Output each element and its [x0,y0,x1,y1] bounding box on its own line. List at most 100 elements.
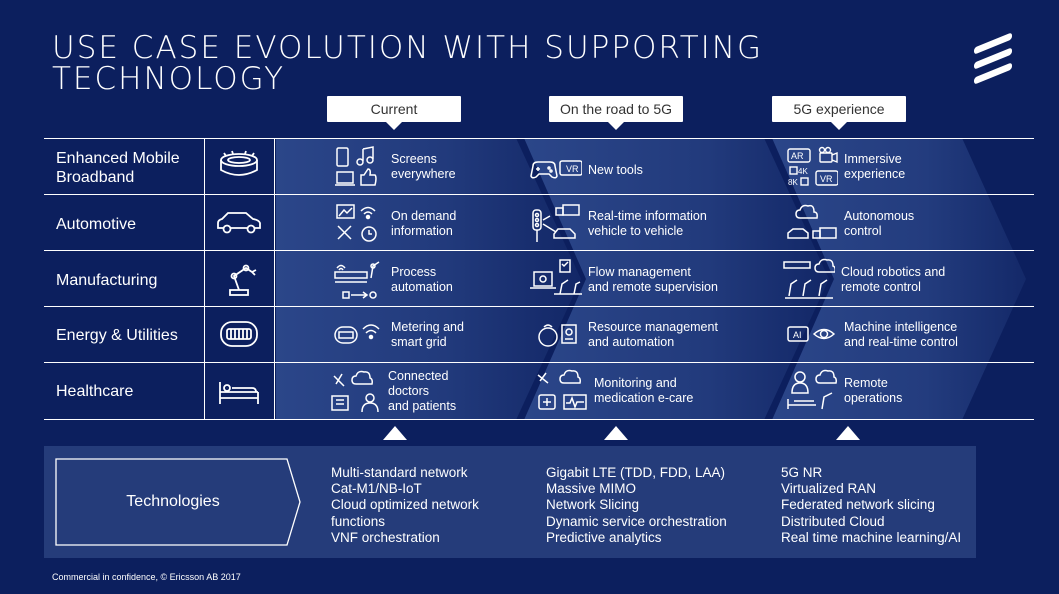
ar-badge: AR [791,151,804,161]
row-label-energy-utilities: Energy & Utilities [56,327,178,344]
tech-item: Cat-M1/NB-IoT [331,481,422,497]
cell-text: Immersive experience [844,152,906,181]
cell-health-5g: Remote operations [786,369,902,413]
phase-label-road-to-5g: On the road to 5G [549,96,683,130]
car-icon [217,212,261,234]
tech-item: Dynamic service orchestration [546,513,727,529]
technologies-label: Technologies [126,493,220,510]
cell-auto-road: Real-time information vehicle to vehicle [530,202,707,246]
row-divider [44,194,1034,195]
cell-text: Connected doctors and patients [388,369,457,413]
ericsson-logo [974,32,1012,85]
row-divider [44,306,1034,307]
cell-text: Metering and smart grid [391,320,464,349]
robot-arm-icon [229,264,257,296]
technologies-label-box: Technologies [55,458,302,546]
traffic-vehicles-icon [532,204,580,242]
footer-copyright: Commercial in confidence, © Ericsson AB … [52,572,241,582]
tech-item: Federated network slicing [781,497,935,513]
tech-item: Network Slicing [546,497,640,513]
row-label-enhanced-mobile-broadband: Enhanced Mobile Broadband [56,149,180,187]
column-divider [204,138,205,420]
cell-ebb-5g: AR 4K 8K VR Immersive experience [786,145,905,189]
row-label-line: Enhanced Mobile [56,150,180,167]
up-arrow-road-to-5g [604,426,628,440]
cloud-vehicles-icon [787,204,837,239]
ai-badge: AI [793,330,802,340]
cell-ebb-road: VR New tools [530,148,643,192]
svg-text:VR: VR [566,164,579,174]
row-label-healthcare: Healthcare [56,383,134,400]
ar-4k-vr-icon: AR 4K 8K VR [787,146,838,187]
tech-item: Gigabit LTE (TDD, FDD, LAA) [546,465,726,480]
phase-label-5g-experience: 5G experience [772,96,906,130]
8k-badge: 8K [788,178,798,187]
tech-item: Distributed Cloud [781,513,885,529]
cell-energy-current: Metering and smart grid [333,313,464,357]
cell-text: Screens everywhere [391,152,456,181]
cell-text: Remote operations [844,376,903,405]
row-label-automotive: Automotive [56,216,137,233]
tech-list-current: Multi-standard network Cat-M1/NB-IoT Clo… [331,465,479,546]
row-divider [44,362,1034,363]
row-label-manufacturing: Manufacturing [56,272,158,289]
cell-text: Flow management and remote supervision [588,265,718,294]
conveyor-robot-icon [334,261,380,299]
tech-item: Predictive analytics [546,529,662,545]
ai-eye-icon: AI [787,326,836,342]
gamepad-vr-icon: VR [530,160,582,179]
cell-text: Real-time information vehicle to vehicle [588,209,707,238]
cell-auto-5g: Autonomous control [786,202,914,246]
cell-energy-5g: AI Machine intelligence and real-time co… [786,313,958,357]
title-line-1: USE CASE EVOLUTION WITH SUPPORTING [52,30,763,66]
cell-manu-current: Process automation [333,258,453,302]
meter-wifi-icon [334,324,380,344]
tech-list-5g-experience: 5G NR Virtualized RAN Federated network … [781,465,961,546]
cell-manu-5g: Cloud robotics and remote control [783,258,945,302]
cell-text: Machine intelligence and real-time contr… [844,320,958,349]
cloud-robots-icon [783,258,835,299]
cell-text: Resource management and automation [588,320,718,349]
tech-item: functions [331,513,386,529]
cell-text: Monitoring and medication e-care [594,376,694,405]
chevron-road-to-5g [524,138,829,420]
devices-icon [335,146,377,186]
phase-label-current: Current [327,96,461,130]
cell-text: Process automation [391,265,453,294]
row-divider [44,138,1034,139]
technologies-panel [44,446,976,558]
cell-ebb-current: Screens everywhere [333,145,456,189]
cell-text: Autonomous control [844,209,915,238]
tech-item: 5G NR [781,465,823,480]
vr-badge: VR [820,174,833,184]
tech-item: VNF orchestration [331,529,440,545]
column-divider [274,138,275,420]
monitoring-icon [537,369,587,410]
technologies-chevron-outline [55,458,301,546]
cell-text: New tools [588,162,643,177]
tech-item: Real time machine learning/AI [781,529,962,545]
cell-text: On demand information [391,209,457,238]
meter-icon [220,321,258,347]
stadium-icon [220,150,258,176]
cell-health-road: Monitoring and medication e-care [536,369,693,413]
use-case-grid: Enhanced Mobile Broadband Automotive Man… [44,138,1034,420]
cell-manu-road: Flow management and remote supervision [530,258,718,302]
remote-surgery-icon [787,369,837,410]
tech-item: Multi-standard network [331,465,468,480]
cell-energy-road: Resource management and automation [530,313,718,357]
laptop-robots-icon [530,259,582,295]
tech-item: Massive MIMO [546,481,637,497]
map-wifi-tools-icon [336,204,377,242]
chevron-5g-experience [772,138,1026,420]
row-label-line: Broadband [56,169,135,186]
row-divider [44,419,1034,420]
up-arrow-5g-experience [836,426,860,440]
title-line-2: TECHNOLOGY [52,61,286,97]
hospital-bed-icon [219,382,259,404]
page-title: USE CASE EVOLUTION WITH SUPPORTING TECHN… [52,33,852,95]
doctor-patient-icon [331,370,379,412]
cell-auto-current: On demand information [333,202,456,246]
cell-health-current: Connected doctors and patients [330,369,456,414]
tech-list-road-to-5g: Gigabit LTE (TDD, FDD, LAA) Massive MIMO… [546,465,727,546]
